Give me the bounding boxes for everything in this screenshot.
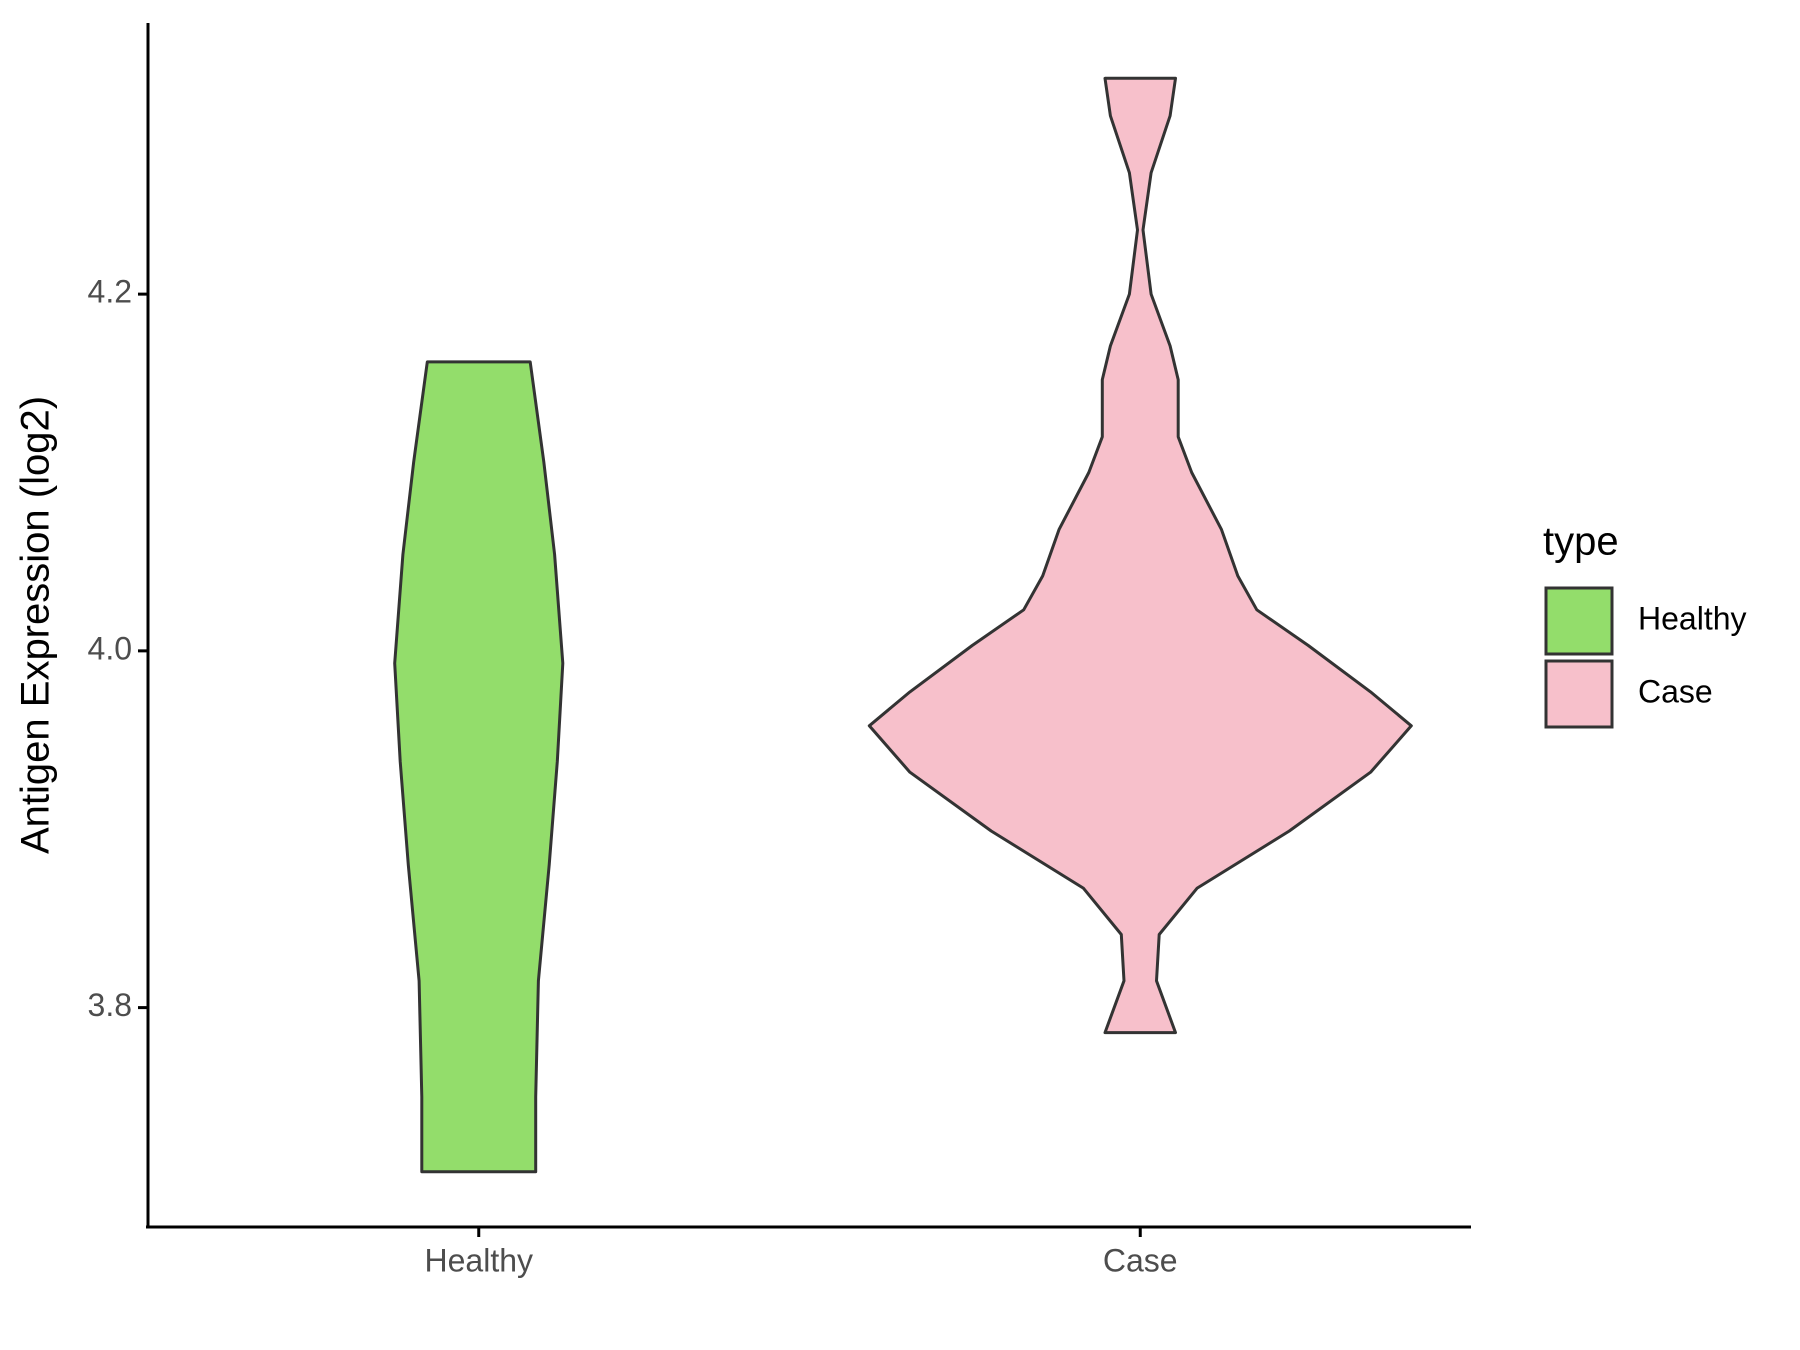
legend-title: type	[1543, 520, 1619, 564]
y-tick-label: 3.8	[88, 987, 132, 1023]
y-tick-label: 4.2	[88, 274, 132, 310]
violin	[867, 76, 1413, 1035]
legend-key	[1544, 586, 1614, 656]
legend-label: Case	[1638, 673, 1713, 709]
violin	[393, 360, 565, 1174]
y-axis-title: Antigen Expression (log2)	[14, 396, 58, 854]
legend-key	[1544, 659, 1614, 729]
x-tick-label: Healthy	[425, 1242, 534, 1278]
x-tick-label: Case	[1103, 1242, 1178, 1278]
y-tick-label: 4.0	[88, 630, 132, 666]
legend-label: Healthy	[1638, 600, 1747, 636]
